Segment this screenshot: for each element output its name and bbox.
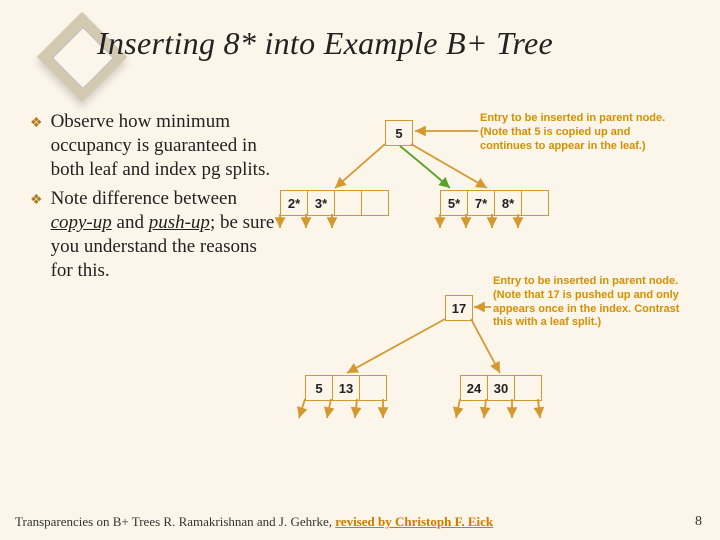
node-cell-empty	[362, 191, 388, 215]
footer-revised: revised by Christoph F. Eick	[335, 514, 493, 529]
bullet-item: ❖ Note difference between copy-up and pu…	[30, 187, 275, 282]
node-cell: 8*	[495, 191, 522, 215]
node-cell: 5	[386, 121, 412, 145]
node-cell: 24	[461, 376, 488, 400]
note-push-up: Entry to be inserted in parent node. (No…	[493, 275, 718, 330]
bullet-item: ❖ Observe how minimum occupancy is guara…	[30, 110, 275, 181]
bullet-list: ❖ Observe how minimum occupancy is guara…	[30, 110, 275, 288]
node-cell: 13	[333, 376, 360, 400]
node-cell: 7*	[468, 191, 495, 215]
bullet-marker-icon: ❖	[30, 192, 43, 282]
bullet-text: Note difference between copy-up and push…	[51, 187, 275, 282]
node-leaf-left: 2* 3*	[280, 190, 389, 216]
node-cell: 17	[446, 296, 472, 320]
node-cell: 5*	[441, 191, 468, 215]
diagram-area: 5 Entry to be inserted in parent node. (…	[275, 110, 715, 480]
node-cell: 5	[306, 376, 333, 400]
node-cell-empty	[360, 376, 386, 400]
node-cell-empty	[335, 191, 362, 215]
node-cell-empty	[522, 191, 548, 215]
footer-text: Transparencies on B+ Trees R. Ramakrishn…	[15, 514, 493, 530]
node-leaf-right: 5* 7* 8*	[440, 190, 549, 216]
node-index-left: 5 13	[305, 375, 387, 401]
node-parent-17: 17	[445, 295, 473, 321]
bullet-text: Observe how minimum occupancy is guarant…	[51, 110, 275, 181]
node-cell-empty	[515, 376, 541, 400]
bullet-marker-icon: ❖	[30, 115, 43, 181]
slide-title: Inserting 8* into Example B+ Tree	[97, 25, 553, 62]
node-cell: 3*	[308, 191, 335, 215]
note-copy-up: Entry to be inserted in parent node. (No…	[480, 112, 705, 153]
node-cell: 2*	[281, 191, 308, 215]
node-index-right: 24 30	[460, 375, 542, 401]
node-parent-5: 5	[385, 120, 413, 146]
page-number: 8	[695, 514, 702, 530]
node-cell: 30	[488, 376, 515, 400]
